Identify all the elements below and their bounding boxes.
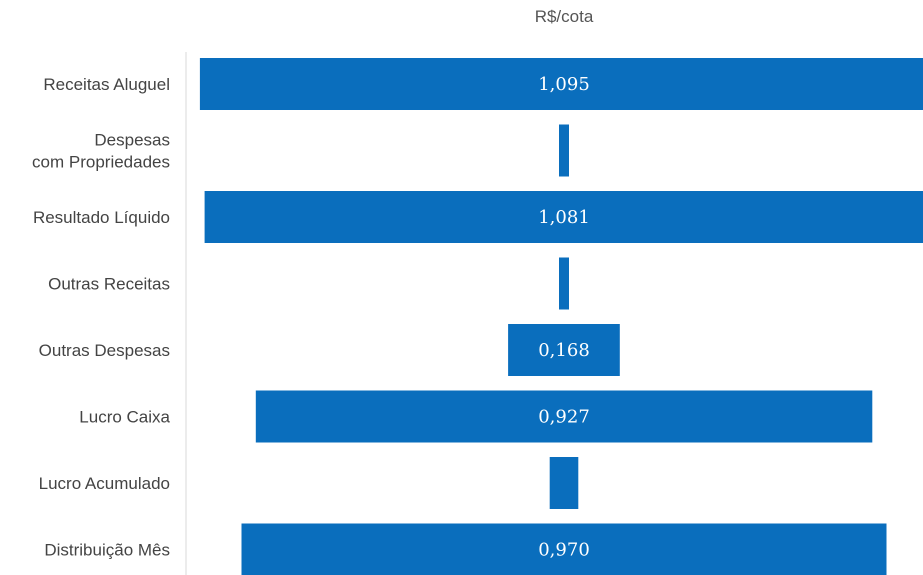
- category-label-outras-receitas: Outras Receitas: [48, 275, 170, 294]
- category-label-lucro-caixa: Lucro Caixa: [79, 408, 170, 427]
- bar-outras-receitas: [559, 257, 569, 310]
- data-label-distribuicao-mes: 0,970: [538, 540, 590, 561]
- data-label-lucro-caixa: 0,927: [538, 407, 590, 428]
- category-label-distribuicao-mes: Distribuição Mês: [44, 541, 170, 560]
- category-label-resultado-liquido: Resultado Líquido: [33, 208, 170, 227]
- category-label-receitas-aluguel: Receitas Aluguel: [43, 75, 170, 94]
- bar-lucro-acumulado: [549, 457, 579, 509]
- category-label-lucro-acumulado: Lucro Acumulado: [39, 474, 170, 493]
- category-label-outras-despesas: Outras Despesas: [39, 341, 170, 360]
- data-label-receitas-aluguel: 1,095: [538, 74, 590, 95]
- bars-group: [199, 58, 923, 575]
- chart-title: R$/cota: [535, 7, 594, 26]
- bar-distribuicao-mes: [241, 523, 887, 575]
- category-label-despesas-com-propriedades: Despesas com Propriedades: [32, 131, 170, 172]
- category-labels-group: Receitas Aluguel Despesas com Propriedades…: [32, 75, 171, 560]
- data-label-outras-despesas: 0,168: [538, 340, 590, 361]
- bar-receitas-aluguel: [199, 58, 923, 110]
- bar-outras-despesas: [508, 324, 620, 376]
- data-labels-group: 1,095 1,081 0,168 0,927 0,970: [538, 74, 590, 561]
- data-label-resultado-liquido: 1,081: [538, 207, 590, 228]
- bar-despesas-com-propriedades: [559, 124, 569, 177]
- bar-resultado-liquido: [204, 191, 923, 243]
- bar-lucro-caixa: [255, 390, 873, 443]
